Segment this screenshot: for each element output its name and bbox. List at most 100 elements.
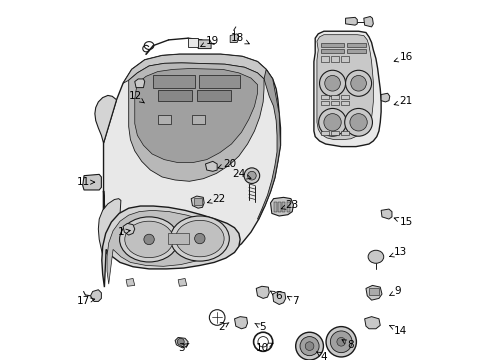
Polygon shape <box>82 174 101 190</box>
Bar <box>282 202 285 212</box>
Polygon shape <box>365 285 381 300</box>
Polygon shape <box>316 35 372 140</box>
Polygon shape <box>90 290 101 301</box>
Polygon shape <box>103 54 280 262</box>
Polygon shape <box>341 131 348 135</box>
Text: 22: 22 <box>207 194 225 204</box>
Polygon shape <box>321 57 328 62</box>
Polygon shape <box>330 95 338 99</box>
Polygon shape <box>321 95 328 99</box>
Ellipse shape <box>324 76 340 91</box>
Text: 14: 14 <box>389 325 407 336</box>
Ellipse shape <box>345 70 371 96</box>
Ellipse shape <box>350 76 366 91</box>
Polygon shape <box>380 93 389 102</box>
Polygon shape <box>272 292 285 305</box>
Polygon shape <box>191 196 204 208</box>
Polygon shape <box>330 131 338 135</box>
Polygon shape <box>123 54 272 87</box>
Ellipse shape <box>175 220 224 257</box>
Text: 3: 3 <box>178 343 189 353</box>
Polygon shape <box>270 197 293 216</box>
Text: 17: 17 <box>76 296 95 306</box>
Text: 6: 6 <box>270 291 281 301</box>
Polygon shape <box>102 206 240 287</box>
Text: 1: 1 <box>118 227 130 237</box>
Text: 20: 20 <box>218 159 235 169</box>
Ellipse shape <box>295 332 323 360</box>
Text: 10: 10 <box>256 343 273 353</box>
Polygon shape <box>126 278 135 286</box>
Text: 21: 21 <box>393 96 412 105</box>
Text: 5: 5 <box>254 323 265 333</box>
Polygon shape <box>364 317 380 329</box>
Text: 24: 24 <box>232 169 250 179</box>
Polygon shape <box>107 210 223 284</box>
Ellipse shape <box>244 168 259 184</box>
Text: 7: 7 <box>287 296 298 306</box>
Polygon shape <box>363 17 372 27</box>
Ellipse shape <box>318 108 346 136</box>
Polygon shape <box>234 317 247 329</box>
Text: 18: 18 <box>231 33 249 44</box>
Polygon shape <box>330 101 338 105</box>
Polygon shape <box>205 161 217 171</box>
Bar <box>346 49 365 53</box>
Bar <box>199 75 240 87</box>
Polygon shape <box>198 40 211 49</box>
Ellipse shape <box>319 70 345 96</box>
Text: 9: 9 <box>389 287 400 297</box>
Polygon shape <box>345 17 357 25</box>
Polygon shape <box>341 57 348 62</box>
Ellipse shape <box>305 342 313 350</box>
Text: 4: 4 <box>316 351 326 360</box>
Ellipse shape <box>124 221 173 258</box>
Polygon shape <box>321 131 328 135</box>
Ellipse shape <box>323 114 341 131</box>
Polygon shape <box>135 68 257 163</box>
Bar <box>158 90 192 101</box>
Text: 23: 23 <box>281 200 298 210</box>
Polygon shape <box>188 38 198 47</box>
Ellipse shape <box>177 338 184 345</box>
Text: 13: 13 <box>389 247 407 257</box>
Polygon shape <box>257 69 280 219</box>
Ellipse shape <box>336 337 345 346</box>
Ellipse shape <box>143 234 154 245</box>
Polygon shape <box>135 79 144 87</box>
Polygon shape <box>256 286 269 298</box>
Ellipse shape <box>325 327 356 357</box>
Polygon shape <box>98 199 121 258</box>
Bar <box>321 42 343 47</box>
Bar <box>286 202 289 212</box>
Bar <box>167 233 188 244</box>
Text: 12: 12 <box>128 91 144 103</box>
Bar <box>273 202 276 212</box>
Polygon shape <box>313 31 380 147</box>
Ellipse shape <box>367 250 383 263</box>
Polygon shape <box>95 95 116 143</box>
Ellipse shape <box>344 108 372 136</box>
Polygon shape <box>128 63 264 181</box>
Polygon shape <box>341 101 348 105</box>
Text: 16: 16 <box>393 52 412 62</box>
Text: 19: 19 <box>200 36 218 46</box>
Bar <box>368 288 378 295</box>
Polygon shape <box>330 57 338 62</box>
Bar <box>196 90 231 101</box>
Ellipse shape <box>330 331 351 353</box>
Polygon shape <box>123 223 135 235</box>
Bar <box>346 42 365 47</box>
Polygon shape <box>230 34 238 42</box>
Polygon shape <box>192 115 205 123</box>
Polygon shape <box>380 209 391 219</box>
Bar <box>153 75 194 87</box>
Text: 11: 11 <box>76 177 95 187</box>
Polygon shape <box>178 278 186 286</box>
Text: 8: 8 <box>341 340 353 350</box>
Ellipse shape <box>300 337 319 356</box>
Bar <box>321 49 343 53</box>
Polygon shape <box>321 101 328 105</box>
Ellipse shape <box>170 216 229 261</box>
Ellipse shape <box>247 171 256 180</box>
